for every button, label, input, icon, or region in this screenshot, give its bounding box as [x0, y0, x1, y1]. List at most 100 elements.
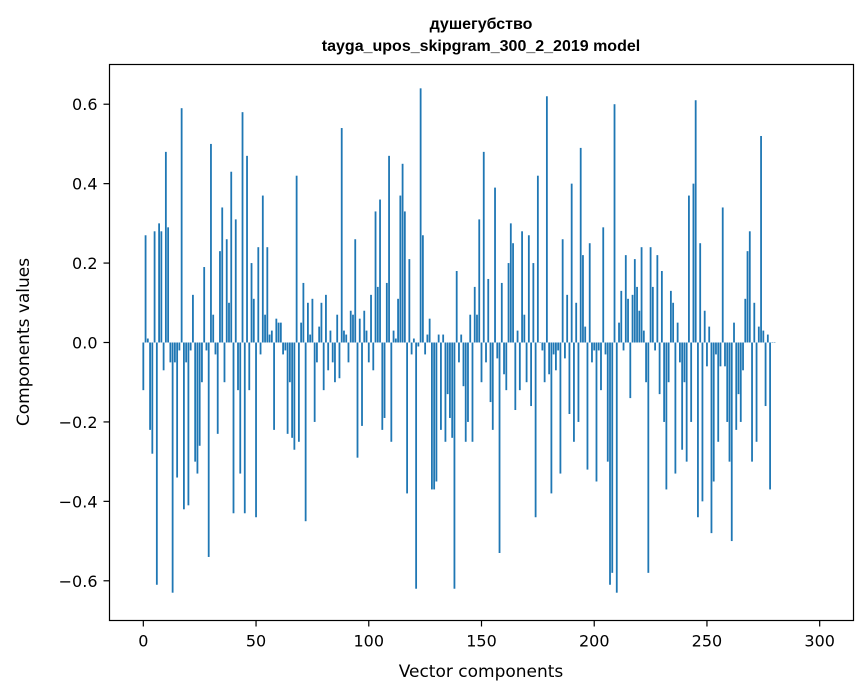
bar — [433, 342, 436, 490]
bar — [257, 247, 260, 343]
y-axis-ticks: −0.6 −0.4 −0.2 0.0 0.2 0.4 0.6 — [59, 95, 110, 591]
x-axis-ticks: 0 50 100 150 200 250 300 — [138, 620, 835, 651]
bar — [730, 342, 733, 542]
bar — [568, 342, 571, 414]
bar — [555, 342, 557, 371]
bar — [588, 243, 591, 343]
bar — [158, 223, 160, 343]
bar — [230, 171, 233, 343]
bar — [606, 342, 609, 462]
bar — [489, 342, 492, 403]
bar — [417, 342, 420, 347]
bar — [615, 342, 618, 593]
bar — [476, 314, 478, 343]
bar — [649, 247, 652, 343]
bar — [162, 342, 165, 371]
bar — [270, 330, 273, 343]
bar — [609, 342, 611, 585]
bar — [221, 207, 224, 343]
bar — [701, 342, 704, 502]
bar — [573, 342, 575, 442]
y-tick-label: −0.4 — [59, 492, 98, 511]
bar — [358, 318, 361, 343]
bar — [376, 286, 379, 343]
bar — [525, 342, 528, 383]
bar — [742, 342, 744, 371]
bar — [385, 282, 388, 343]
bar — [282, 342, 284, 355]
bar — [142, 342, 145, 391]
bar — [329, 330, 332, 343]
bar — [356, 342, 359, 458]
bar — [219, 251, 221, 343]
bar — [577, 342, 580, 422]
bar — [467, 342, 469, 422]
bar — [642, 330, 645, 343]
bar — [669, 290, 672, 343]
bar — [194, 342, 197, 462]
bar — [613, 104, 616, 343]
bar — [297, 342, 300, 442]
bar — [374, 211, 377, 343]
bar — [536, 175, 539, 343]
bar — [437, 334, 440, 343]
bar — [559, 342, 562, 474]
bar — [300, 322, 303, 343]
bar — [381, 342, 384, 430]
bar — [237, 342, 239, 391]
bar — [293, 342, 296, 450]
bar — [435, 342, 438, 482]
bar — [516, 330, 519, 343]
bar — [591, 342, 593, 363]
y-tick-label: −0.6 — [59, 572, 98, 591]
bar — [243, 342, 246, 514]
bar — [394, 338, 397, 343]
x-tick-label: 50 — [246, 632, 266, 651]
bar — [347, 342, 350, 363]
bar — [325, 294, 327, 343]
bar — [268, 334, 271, 343]
bar — [201, 342, 203, 383]
bar — [512, 243, 514, 343]
bar — [336, 314, 339, 343]
bar — [279, 322, 282, 343]
bar — [482, 151, 485, 343]
bar — [521, 231, 523, 343]
bar — [706, 342, 708, 367]
y-tick-label: 0.2 — [72, 254, 97, 273]
bar — [210, 143, 212, 343]
bar — [485, 342, 487, 363]
bar — [372, 342, 375, 371]
bar — [762, 330, 765, 343]
bar — [338, 342, 341, 379]
y-tick-label: 0.6 — [72, 95, 97, 114]
bar — [241, 112, 244, 343]
bar — [408, 259, 411, 343]
bar — [665, 342, 668, 490]
bar — [464, 342, 467, 442]
chart-title-line-2: tayga_upos_skipgram_300_2_2019 model — [322, 38, 640, 55]
bar — [302, 282, 305, 343]
bar — [672, 302, 675, 343]
bar — [167, 227, 170, 343]
bar — [151, 342, 154, 454]
bar — [455, 271, 458, 343]
bar — [313, 342, 316, 422]
bar — [469, 314, 472, 343]
bar — [494, 187, 496, 343]
bar — [164, 151, 167, 343]
bar — [561, 239, 564, 343]
bar — [543, 342, 546, 383]
bar — [352, 314, 354, 343]
bar — [638, 310, 641, 343]
bar — [207, 342, 210, 557]
bar — [550, 342, 553, 494]
bar — [505, 342, 508, 391]
bar — [760, 135, 762, 343]
x-tick-label: 0 — [138, 632, 148, 651]
bar — [645, 342, 647, 383]
bar — [602, 227, 605, 343]
x-tick-label: 250 — [692, 632, 723, 651]
bar — [757, 326, 760, 343]
